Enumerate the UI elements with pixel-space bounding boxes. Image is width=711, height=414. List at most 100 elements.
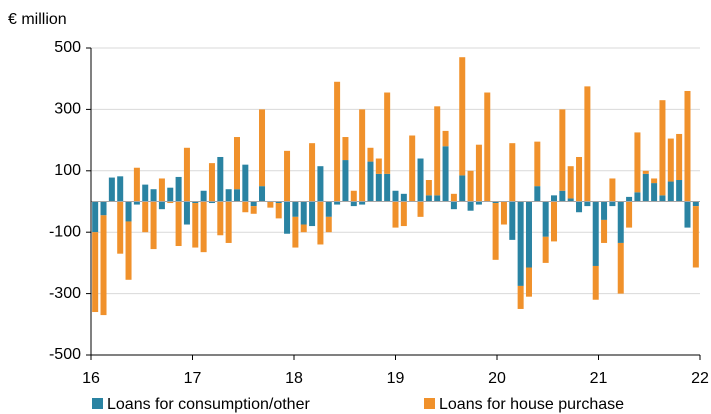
bar-segment — [334, 81, 341, 202]
bar-segment — [559, 190, 566, 202]
bar-segment — [584, 201, 591, 207]
bar-segment — [459, 57, 466, 176]
bar-segment — [100, 201, 107, 216]
bar-segment — [434, 106, 441, 196]
x-tick-label: 17 — [184, 370, 202, 387]
bar-segment — [634, 192, 641, 202]
bar-segment — [517, 201, 524, 286]
legend-swatch — [424, 398, 435, 409]
y-tick-label: 500 — [54, 39, 81, 56]
bar-segment — [417, 158, 424, 202]
bar-segment — [92, 201, 99, 233]
bar-segment — [309, 201, 316, 227]
bar-segment — [576, 201, 583, 213]
bar-segment — [551, 201, 558, 242]
bar-segment — [233, 137, 240, 190]
bar-segment — [375, 173, 382, 202]
bar-segment — [509, 143, 516, 202]
bar-segment — [667, 181, 674, 202]
x-tick-label: 19 — [387, 370, 405, 387]
bar-segment — [275, 203, 282, 219]
bar-segment — [167, 187, 174, 202]
bar-segment — [617, 201, 624, 243]
bar-segment — [601, 219, 608, 243]
legend-swatch — [92, 398, 103, 409]
bar-segment — [325, 216, 332, 233]
bar-segment — [667, 138, 674, 182]
bar-segment — [651, 178, 658, 184]
bar-segment — [367, 147, 374, 162]
bar-segment — [484, 92, 491, 202]
bar-segment — [475, 144, 482, 202]
bar-segment — [292, 201, 299, 217]
bar-segment — [133, 167, 140, 202]
bar-segment — [626, 201, 633, 228]
bar-segment — [525, 267, 532, 297]
bar-segment — [692, 201, 699, 207]
bar-segment — [592, 265, 599, 300]
bar-segment — [642, 170, 649, 174]
bar-segment — [192, 203, 199, 248]
bar-segment — [534, 186, 541, 202]
bar-segment — [634, 132, 641, 193]
x-tick-label: 22 — [691, 370, 709, 387]
bar-segment — [342, 137, 349, 161]
bar-segment — [617, 242, 624, 294]
bar-segment — [125, 201, 132, 222]
bar-segment — [250, 201, 257, 207]
bar-segment — [317, 166, 324, 202]
bar-segment — [425, 180, 432, 196]
x-tick-label: 21 — [590, 370, 608, 387]
bar-segment — [384, 173, 391, 202]
bar-segment — [659, 100, 666, 196]
bar-segment — [467, 170, 474, 202]
bar-segment — [542, 236, 549, 263]
bar-segment — [250, 206, 257, 214]
bar-segment — [442, 146, 449, 202]
bar-segment — [409, 135, 416, 202]
bar-segment — [142, 201, 149, 233]
bar-segment — [117, 176, 124, 202]
bar-segment — [225, 201, 232, 243]
bar-segment — [500, 201, 507, 225]
bar-segment — [692, 206, 699, 268]
bar-segment — [425, 195, 432, 202]
bar-segment — [125, 221, 132, 280]
bar-segment — [592, 201, 599, 266]
legend-label: Loans for house purchase — [439, 396, 624, 413]
y-tick-label: -100 — [49, 223, 81, 240]
legend-label: Loans for consumption/other — [107, 396, 310, 413]
bar-segment — [651, 183, 658, 202]
bar-segment — [350, 190, 357, 202]
y-tick-label: -500 — [49, 346, 81, 363]
bar-segment — [200, 190, 207, 202]
bar-segment — [158, 178, 165, 202]
bar-segment — [259, 109, 266, 187]
bar-segment — [242, 201, 249, 213]
x-tick-label: 18 — [285, 370, 303, 387]
bar-segment — [92, 232, 99, 313]
bar-segment — [350, 201, 357, 207]
bar-segment — [375, 158, 382, 174]
bar-segment — [551, 195, 558, 202]
bar-segment — [200, 201, 207, 253]
bar-segment — [208, 201, 215, 204]
bar-segment — [300, 224, 307, 233]
y-tick-label: 100 — [54, 162, 81, 179]
bar-segment — [342, 160, 349, 202]
bar-segment — [117, 201, 124, 254]
y-tick-label: 300 — [54, 101, 81, 118]
bar-segment — [217, 156, 224, 202]
bar-segment — [133, 201, 140, 205]
bar-segment — [450, 201, 457, 210]
bar-segment — [167, 201, 174, 204]
bar-segment — [492, 203, 499, 260]
bar-segment — [517, 285, 524, 309]
bar-segment — [584, 86, 591, 202]
bar-segment — [509, 201, 516, 240]
bar-segment — [325, 201, 332, 217]
bar-segment — [626, 196, 633, 202]
bar-segment — [475, 201, 482, 205]
bar-segment — [284, 150, 291, 202]
